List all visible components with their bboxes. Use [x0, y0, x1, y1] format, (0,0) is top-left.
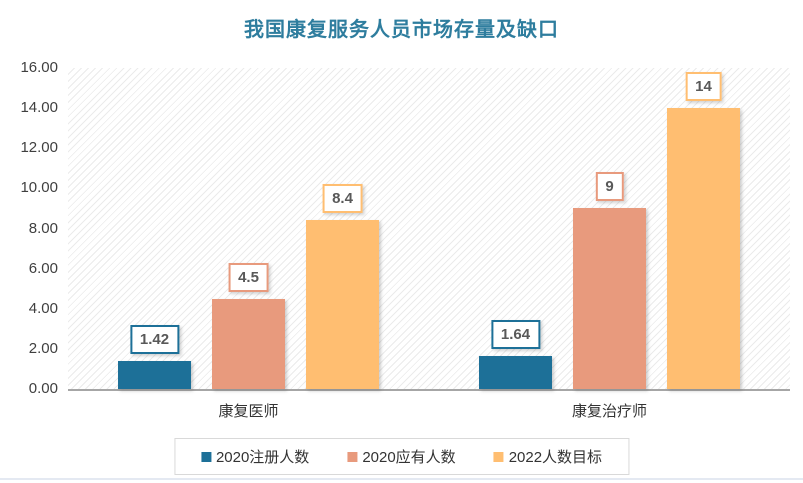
- y-tick-label: 6.00: [28, 259, 58, 277]
- x-axis: 康复医师 康复治疗师: [68, 400, 790, 424]
- y-tick-label: 0.00: [28, 380, 58, 397]
- x-category-label: 康复医师: [218, 403, 279, 420]
- data-label: 1.64: [490, 319, 541, 349]
- data-label: 8.4: [322, 183, 363, 213]
- legend-swatch-icon: [200, 451, 211, 462]
- x-category-label: 康复治疗师: [571, 403, 648, 420]
- data-label: 4.5: [228, 262, 269, 292]
- data-label: 1.42: [129, 324, 180, 354]
- y-tick-label: 8.00: [28, 219, 58, 237]
- bar-series2-cat2: [573, 208, 646, 389]
- data-label: 9: [595, 171, 624, 201]
- legend-item: 2020应有人数: [347, 446, 456, 467]
- legend: 2020注册人数 2020应有人数 2022人数目标: [173, 438, 630, 475]
- chart-title: 我国康复服务人员市场存量及缺口: [244, 19, 559, 41]
- y-tick-label: 2.00: [28, 339, 58, 357]
- plot-area: 1.42 1.64 4.5 9 8.4 14: [68, 68, 790, 391]
- bottom-divider: [0, 478, 803, 480]
- bar-series2-cat1: [212, 299, 285, 389]
- y-tick-label: 12.00: [20, 139, 58, 157]
- legend-item: 2020注册人数: [200, 446, 310, 467]
- legend-swatch-icon: [493, 451, 504, 462]
- y-tick-label: 10.00: [20, 179, 58, 197]
- legend-label: 2020应有人数: [362, 449, 456, 466]
- legend-label: 2022人数目标: [508, 449, 603, 466]
- y-tick-label: 14.00: [20, 99, 58, 117]
- legend-label: 2020注册人数: [215, 449, 310, 466]
- bar-series1-cat2: [479, 356, 552, 389]
- legend-item: 2022人数目标: [493, 446, 603, 467]
- bar-series3-cat2: [667, 108, 740, 389]
- y-tick-label: 16.00: [20, 59, 58, 76]
- bar-series3-cat1: [306, 220, 379, 389]
- y-tick-label: 4.00: [28, 299, 58, 317]
- legend-swatch-icon: [347, 451, 358, 462]
- bar-series1-cat1: [118, 361, 191, 389]
- data-label: 14: [685, 71, 722, 101]
- y-axis: 16.00 14.00 12.00 10.00 8.00 6.00 4.00 2.00 0.00: [0, 59, 58, 397]
